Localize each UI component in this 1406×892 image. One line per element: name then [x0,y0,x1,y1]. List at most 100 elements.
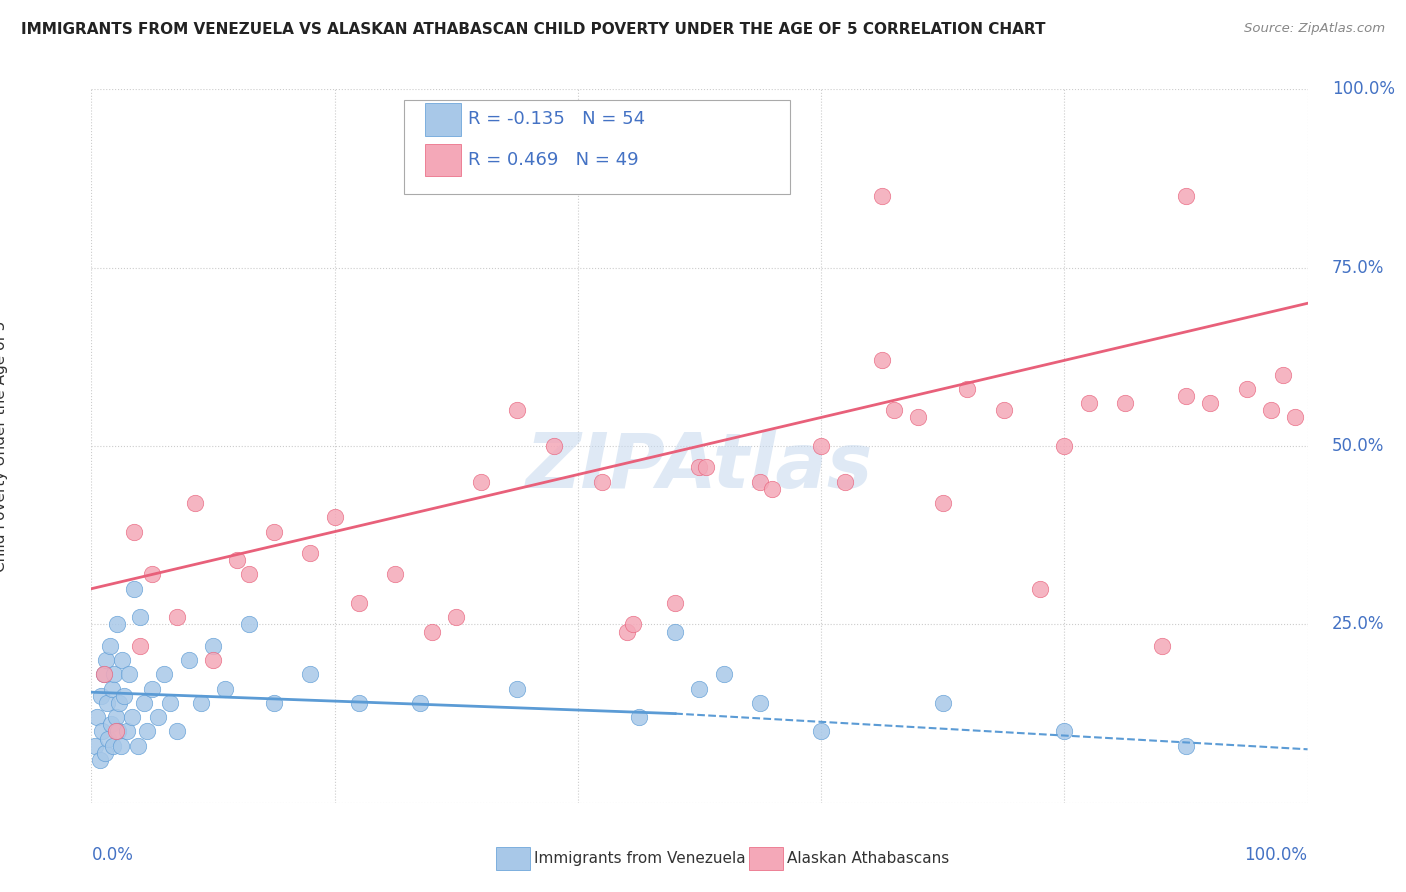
Point [263,696,285,710]
Text: Immigrants from Venezuela: Immigrants from Venezuela [534,851,747,865]
Point [688,681,710,696]
Text: IMMIGRANTS FROM VENEZUELA VS ALASKAN ATHABASCAN CHILD POVERTY UNDER THE AGE OF 5: IMMIGRANTS FROM VENEZUELA VS ALASKAN ATH… [21,22,1046,37]
Point [506,681,529,696]
Point [136,724,159,739]
Point [238,617,260,632]
Point [190,696,212,710]
Point [1199,396,1222,410]
Point [1260,403,1282,417]
Point [1053,439,1076,453]
Text: ZIPAtlas: ZIPAtlas [526,431,873,504]
Text: Child Poverty Under the Age of 5: Child Poverty Under the Age of 5 [0,320,7,572]
Point [870,189,893,203]
Point [108,696,131,710]
Point [127,739,149,753]
Point [1284,410,1306,425]
Point [121,710,143,724]
Point [90,689,112,703]
Point [177,653,200,667]
Point [184,496,207,510]
Point [226,553,249,567]
Point [409,696,432,710]
Point [323,510,346,524]
Point [470,475,492,489]
Point [810,724,832,739]
Point [627,710,650,724]
Point [263,524,285,539]
Point [664,596,686,610]
Point [111,653,134,667]
Point [444,610,467,624]
Point [931,496,953,510]
Point [89,753,111,767]
Text: 100.0%: 100.0% [1244,846,1308,863]
Point [214,681,236,696]
Text: 100.0%: 100.0% [1331,80,1395,98]
Text: 50.0%: 50.0% [1331,437,1385,455]
Point [94,746,117,760]
Point [122,582,145,596]
Point [834,475,856,489]
Point [1029,582,1052,596]
Point [749,475,772,489]
Point [616,624,638,639]
Text: R = 0.469   N = 49: R = 0.469 N = 49 [468,151,638,169]
Point [141,567,163,582]
Text: Alaskan Athabascans: Alaskan Athabascans [787,851,949,865]
Point [688,460,710,475]
Point [713,667,735,681]
Text: 0.0%: 0.0% [91,846,134,863]
Point [299,667,322,681]
Point [664,624,686,639]
Point [84,739,107,753]
Point [166,724,188,739]
Point [1175,189,1198,203]
Point [907,410,929,425]
Text: R = -0.135   N = 54: R = -0.135 N = 54 [468,110,645,128]
Point [1150,639,1173,653]
Point [591,475,613,489]
Point [118,667,141,681]
Point [883,403,905,417]
Point [103,667,125,681]
Point [104,710,127,724]
Point [202,653,225,667]
Point [993,403,1015,417]
Point [129,639,152,653]
Point [101,681,124,696]
Point [129,610,152,624]
Point [98,639,121,653]
Point [238,567,260,582]
Point [115,724,138,739]
Point [91,724,114,739]
Point [112,689,135,703]
Point [1114,396,1136,410]
Point [96,696,118,710]
Point [870,353,893,368]
Point [1053,724,1076,739]
Point [420,624,443,639]
Point [810,439,832,453]
Point [153,667,176,681]
Point [107,724,129,739]
Point [93,667,115,681]
Point [86,710,108,724]
Point [761,482,783,496]
Point [93,667,115,681]
Point [1077,396,1099,410]
Point [1175,739,1198,753]
Point [299,546,322,560]
Point [506,403,529,417]
Point [384,567,406,582]
Point [347,696,370,710]
Point [1272,368,1295,382]
Point [132,696,155,710]
Text: 75.0%: 75.0% [1331,259,1385,277]
Point [749,696,772,710]
Point [122,524,145,539]
Point [104,724,127,739]
Point [956,382,979,396]
Point [543,439,565,453]
Point [94,653,117,667]
Point [202,639,225,653]
